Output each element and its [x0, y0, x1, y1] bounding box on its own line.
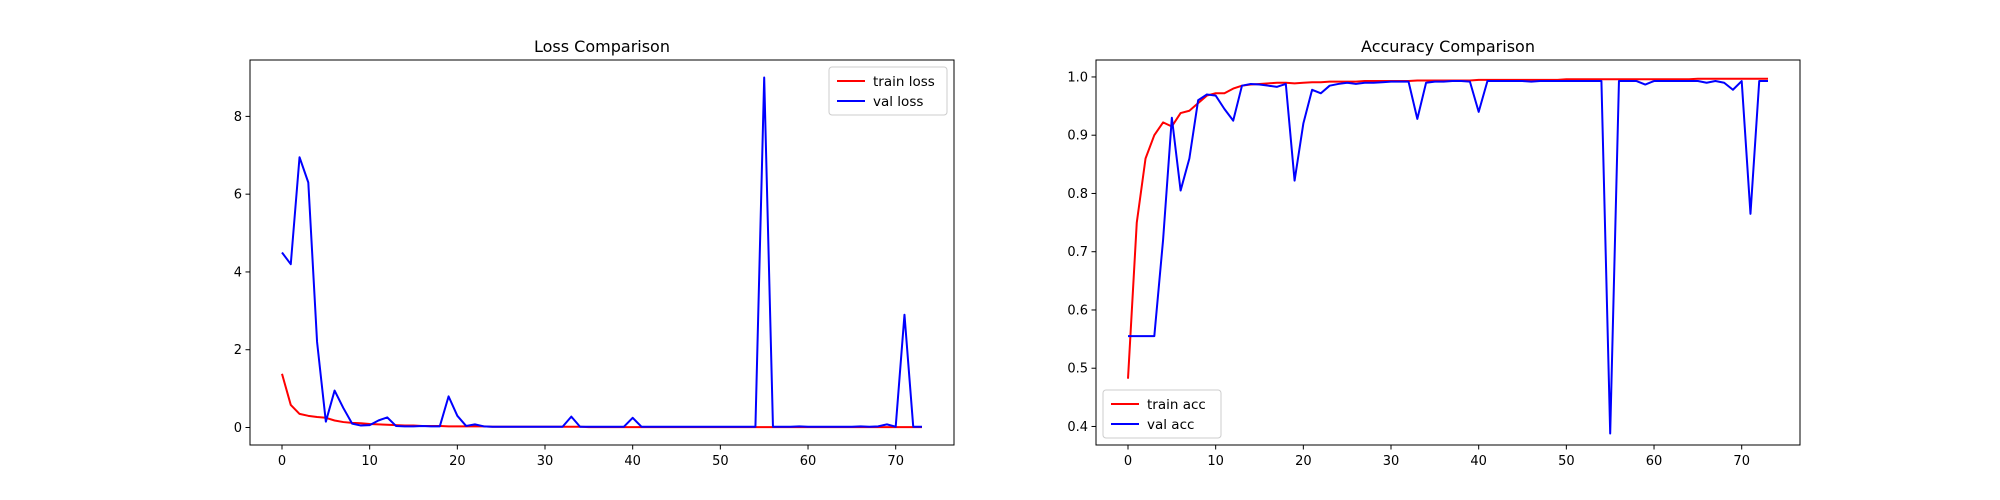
x-tick-label: 20	[1295, 454, 1312, 469]
series-layer	[1127, 77, 1768, 435]
x-tick-label: 60	[1646, 454, 1663, 469]
chart-title: Loss Comparison	[534, 37, 670, 56]
legend-label: train acc	[1147, 397, 1206, 413]
x-tick-label: 40	[624, 454, 641, 469]
legend: train acc val acc	[1102, 389, 1222, 439]
y-tick-label: 1.0	[1067, 70, 1088, 85]
x-tick-label: 50	[712, 454, 729, 469]
legend: train loss val loss	[828, 66, 948, 116]
x-tick-label: 30	[537, 454, 554, 469]
ticks-layer: 0 10 20 30 40 50 60 70 0 2 4 6 8	[234, 110, 904, 469]
y-tick-label: 0.8	[1067, 187, 1088, 202]
x-tick-label: 70	[887, 454, 904, 469]
x-tick-label: 10	[361, 454, 378, 469]
y-tick-label: 2	[234, 343, 242, 358]
y-tick-label: 0.5	[1067, 362, 1088, 377]
x-tick-label: 40	[1470, 454, 1487, 469]
legend-label: val acc	[1147, 417, 1194, 433]
y-tick-label: 0.9	[1067, 129, 1088, 144]
legend-box	[1102, 389, 1222, 439]
series-line-val-loss	[281, 76, 922, 428]
plot-frame	[249, 59, 955, 446]
legend-label: val loss	[873, 94, 923, 110]
x-tick-label: 60	[800, 454, 817, 469]
x-tick-label: 70	[1733, 454, 1750, 469]
x-tick-label: 20	[449, 454, 466, 469]
chart-title: Accuracy Comparison	[1361, 37, 1535, 56]
y-tick-label: 0.6	[1067, 303, 1088, 318]
legend-box	[828, 66, 948, 116]
series-layer	[281, 76, 922, 429]
x-tick-label: 30	[1383, 454, 1400, 469]
y-tick-label: 6	[234, 188, 242, 203]
x-tick-label: 10	[1207, 454, 1224, 469]
loss-chart: Loss Comparison 0 10 20 30 40 50 60 70 0 2 4 6 8 tra…	[234, 37, 955, 469]
y-tick-label: 0.7	[1067, 245, 1088, 260]
legend-label: train loss	[873, 74, 935, 90]
plot-frame	[1095, 59, 1801, 446]
y-tick-label: 4	[234, 265, 242, 280]
x-tick-label: 50	[1558, 454, 1575, 469]
ticks-layer: 0 10 20 30 40 50 60 70 0.4 0.5 0.6 0.7 0.8 0.9 1.0	[1067, 70, 1750, 469]
y-tick-label: 8	[234, 110, 242, 125]
accuracy-chart: Accuracy Comparison 0 10 20 30 40 50 60 70 0.4 0.…	[1067, 37, 1801, 469]
x-tick-label: 0	[1124, 454, 1132, 469]
y-tick-label: 0	[234, 421, 242, 436]
series-line-val-acc	[1128, 80, 1768, 435]
x-tick-label: 0	[278, 454, 286, 469]
y-tick-label: 0.4	[1067, 420, 1088, 435]
